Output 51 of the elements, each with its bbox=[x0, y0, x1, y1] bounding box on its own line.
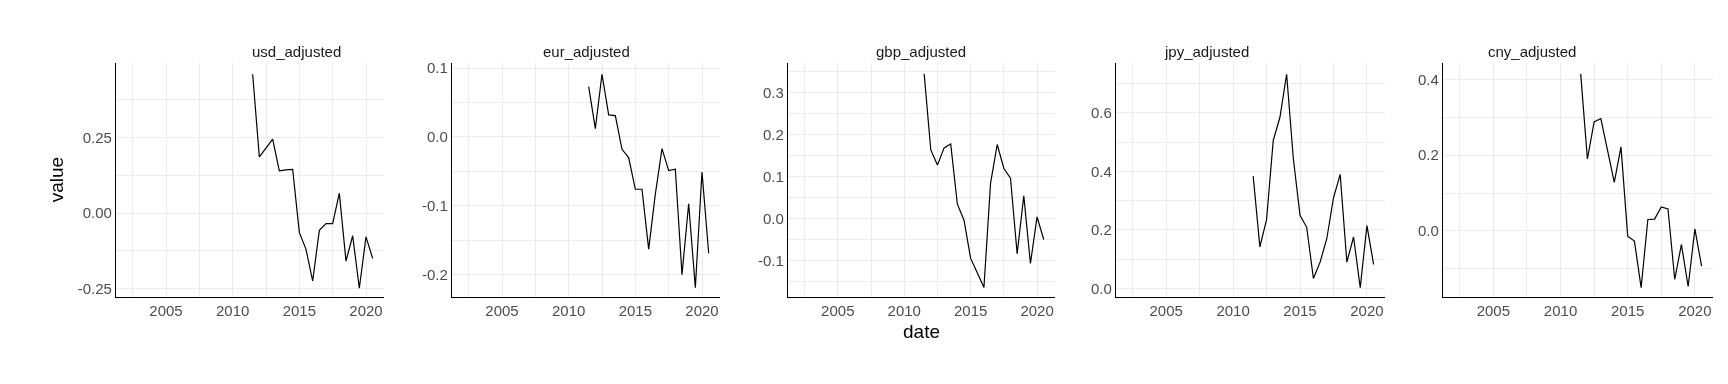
chart-title: jpy_adjusted bbox=[1164, 43, 1250, 60]
x-tick-label: 2010 bbox=[551, 301, 586, 319]
chart-title: eur_adjusted bbox=[543, 43, 630, 60]
y-axis-title: value bbox=[46, 156, 68, 203]
y-tick-label: 0.0 bbox=[1417, 222, 1439, 240]
x-tick-label: 2010 bbox=[215, 301, 250, 319]
y-tick-label: 0.2 bbox=[1090, 221, 1112, 239]
x-tick-label: 2020 bbox=[1678, 301, 1712, 319]
x-tick-label: 2015 bbox=[282, 301, 317, 319]
x-tick-label: 2020 bbox=[1350, 301, 1384, 319]
x-tick-label: 2015 bbox=[1611, 301, 1645, 319]
y-tick-label: 0.2 bbox=[1417, 146, 1439, 164]
chart-title: usd_adjusted bbox=[252, 43, 342, 60]
x-tick-label: 2015 bbox=[1283, 301, 1317, 319]
line-series bbox=[1580, 73, 1703, 289]
y-tick-label: 0.25 bbox=[82, 128, 112, 146]
y-tick-label: -0.1 bbox=[421, 197, 448, 215]
y-tick-label: 0.1 bbox=[762, 168, 784, 186]
x-tick-label: 2020 bbox=[1020, 301, 1054, 319]
x-tick-label: 2005 bbox=[821, 301, 855, 319]
x-tick-label: 2010 bbox=[1543, 301, 1578, 319]
y-tick-label: -0.2 bbox=[421, 265, 448, 283]
y-tick-label: 0.4 bbox=[1417, 70, 1439, 88]
line-series bbox=[923, 73, 1045, 289]
y-tick-label: 0.0 bbox=[1090, 279, 1112, 297]
x-tick-label: 2015 bbox=[953, 301, 988, 319]
x-tick-label: 2005 bbox=[1149, 301, 1183, 319]
x-tick-label: 2005 bbox=[149, 301, 183, 319]
line-series bbox=[588, 73, 710, 289]
x-tick-label: 2010 bbox=[1216, 301, 1250, 319]
y-tick-label: 0.0 bbox=[426, 128, 448, 146]
x-tick-label: 2015 bbox=[618, 301, 653, 319]
chart-title: cny_adjusted bbox=[1488, 43, 1577, 60]
x-tick-label: 2010 bbox=[887, 301, 921, 319]
y-tick-label: 0.6 bbox=[1090, 104, 1112, 122]
y-tick-label: 0.4 bbox=[1090, 162, 1112, 180]
y-tick-label: 0.00 bbox=[82, 204, 112, 222]
line-series bbox=[1252, 73, 1375, 289]
x-tick-label: 2020 bbox=[349, 301, 383, 319]
y-tick-label: 0.1 bbox=[426, 59, 448, 77]
x-axis-title: date bbox=[903, 320, 940, 342]
y-tick-label: 0.3 bbox=[762, 84, 784, 102]
y-tick-label: 0.0 bbox=[762, 210, 784, 228]
y-tick-label: -0.1 bbox=[757, 252, 784, 270]
chart-title: gbp_adjusted bbox=[876, 43, 967, 60]
y-tick-label: -0.25 bbox=[77, 279, 112, 297]
x-tick-label: 2005 bbox=[1476, 301, 1511, 319]
x-tick-label: 2005 bbox=[485, 301, 519, 319]
y-tick-label: 0.2 bbox=[762, 126, 784, 144]
x-tick-label: 2020 bbox=[685, 301, 719, 319]
line-series bbox=[252, 73, 374, 289]
